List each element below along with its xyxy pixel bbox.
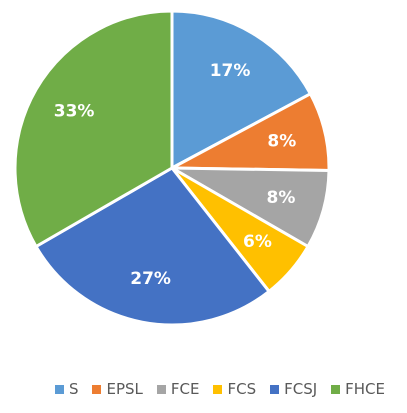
data-label: 27% bbox=[130, 269, 171, 289]
pie-slice bbox=[170, 9, 313, 171]
legend-label: FHCE bbox=[345, 380, 385, 398]
legend-label: S bbox=[68, 380, 79, 398]
pie-area: 17% 8% 8% 6% 27% 33% bbox=[13, 9, 331, 327]
legend-swatch bbox=[213, 384, 223, 394]
legend-swatch bbox=[92, 384, 102, 394]
pie-slice bbox=[33, 166, 272, 327]
data-label: 6% bbox=[243, 232, 272, 252]
legend-swatch bbox=[54, 384, 64, 394]
legend-swatch bbox=[270, 384, 280, 394]
legend-label: FCE bbox=[170, 380, 200, 398]
legend-item: FCE bbox=[156, 380, 200, 398]
legend-label: FCSJ bbox=[284, 380, 318, 398]
legend-item: FCSJ bbox=[270, 380, 317, 398]
data-label: 33% bbox=[54, 101, 95, 121]
legend-swatch bbox=[156, 384, 166, 394]
legend-item: FHCE bbox=[331, 380, 385, 398]
legend-swatch bbox=[331, 384, 341, 394]
legend-item: S bbox=[54, 380, 79, 398]
legend: S EPSL FCE FCS FCSJ FHCE bbox=[41, 380, 385, 398]
legend-item: EPSL bbox=[92, 380, 143, 398]
legend-label: FCS bbox=[227, 380, 257, 398]
legend-label: EPSL bbox=[106, 380, 143, 398]
legend-item: FCS bbox=[213, 380, 256, 398]
data-label: 17% bbox=[210, 61, 251, 81]
data-label: 8% bbox=[267, 188, 296, 208]
data-label: 8% bbox=[267, 131, 296, 151]
pie-slice bbox=[13, 9, 174, 249]
